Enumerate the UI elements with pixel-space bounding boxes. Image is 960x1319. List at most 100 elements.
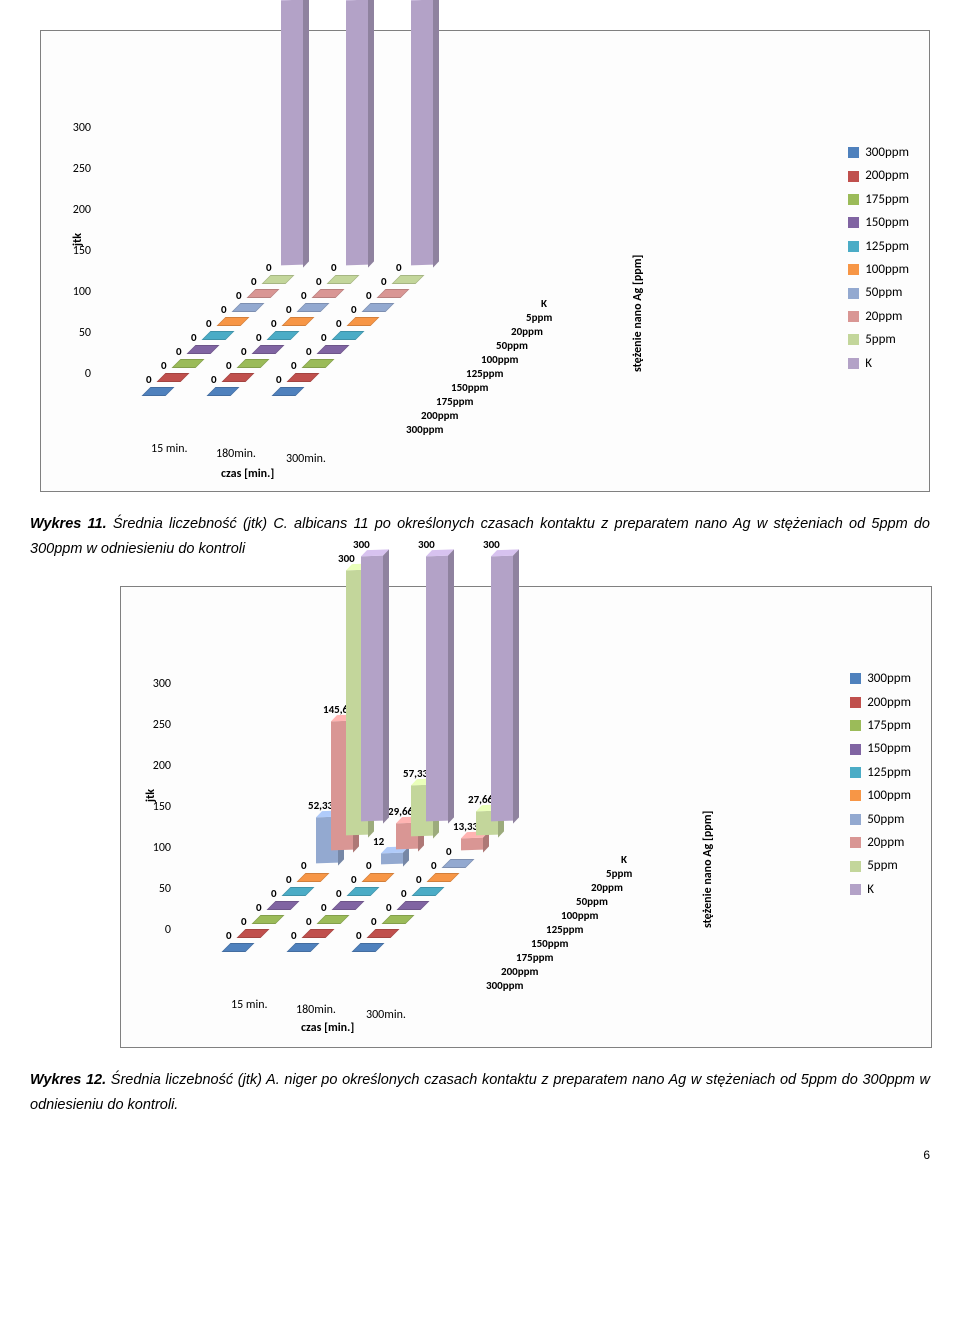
caption-11-text: Średnia liczebność (jtk) C. albicans 11 …: [30, 516, 930, 557]
bar-zero-tile: [367, 929, 400, 938]
bar-value-label: 0: [431, 859, 437, 872]
bar-zero-tile: [362, 873, 395, 882]
bar: [361, 556, 383, 822]
ytick: 300: [61, 121, 91, 135]
legend-label: 50ppm: [865, 281, 902, 304]
legend-item: 200ppm: [850, 691, 911, 714]
depth-label: 125ppm: [546, 923, 583, 936]
xtick: 180min.: [216, 447, 256, 461]
depth-label: 5ppm: [526, 311, 552, 324]
bar-value-label: 0: [366, 289, 372, 302]
bar-value-label: 0: [446, 845, 452, 858]
bar-value-label: 0: [256, 901, 262, 914]
bar-value-label: 0: [336, 317, 342, 330]
page-number: 6: [30, 1148, 930, 1162]
legend-item: 100ppm: [848, 258, 909, 281]
bar-zero-tile: [222, 373, 255, 382]
bar-value-label: 0: [176, 345, 182, 358]
xtick: 180min.: [296, 1003, 336, 1017]
caption-11-prefix: Wykres 11.: [30, 516, 107, 532]
ytick: 100: [141, 841, 171, 855]
depth-label: 20ppm: [591, 881, 623, 894]
bar-zero-tile: [302, 359, 335, 368]
bar: [491, 556, 513, 822]
bar-value-label: 0: [356, 929, 362, 942]
depth-label: 50ppm: [576, 895, 608, 908]
bar-value-label: 0: [251, 275, 257, 288]
ytick: 50: [61, 326, 91, 340]
bar-zero-tile: [187, 345, 220, 354]
bar-value-label: 0: [316, 275, 322, 288]
legend-1: 300ppm200ppm175ppm150ppm125ppm100ppm50pp…: [848, 141, 909, 375]
bar-value-label: 0: [271, 887, 277, 900]
caption-12-prefix: Wykres 12.: [30, 1072, 106, 1088]
bar-zero-tile: [237, 929, 270, 938]
bar-zero-tile: [267, 331, 300, 340]
x-axis-title-1: czas [min.]: [221, 467, 274, 481]
legend-item: 20ppm: [848, 305, 909, 328]
bar-zero-tile: [297, 303, 330, 312]
bar: [381, 852, 403, 863]
depth-label: 200ppm: [421, 409, 458, 422]
bar-value-label: 0: [351, 303, 357, 316]
depth-label: 50ppm: [496, 339, 528, 352]
xtick: 300min.: [286, 452, 326, 466]
legend-swatch: [848, 241, 859, 252]
ytick: 50: [141, 882, 171, 896]
bar-value-label: 0: [366, 859, 372, 872]
bar-zero-tile: [237, 359, 270, 368]
caption-12-text: Średnia liczebność (jtk) A. niger po okr…: [30, 1072, 930, 1113]
ytick: 200: [141, 759, 171, 773]
bar-value-label: 0: [241, 915, 247, 928]
legend-label: 200ppm: [867, 691, 911, 714]
bar-value-label: 0: [286, 873, 292, 886]
bar-value-label: 300: [483, 538, 500, 551]
chart-11-area: jtk 300 250 200 150 100 50 0 00000000000…: [51, 51, 919, 481]
legend-swatch: [850, 720, 861, 731]
bar-zero-tile: [327, 275, 360, 284]
bar-value-label: 0: [336, 887, 342, 900]
bar-value-label: 0: [211, 373, 217, 386]
bar-zero-tile: [222, 943, 255, 952]
legend-label: 125ppm: [865, 235, 909, 258]
depth-label: 150ppm: [451, 381, 488, 394]
bar-value-label: 0: [396, 261, 402, 274]
bar-value-label: 0: [221, 303, 227, 316]
xtick: 15 min.: [231, 998, 268, 1012]
bar-value-label: 0: [236, 289, 242, 302]
bar-value-label: 12: [373, 835, 384, 848]
bar-zero-tile: [282, 887, 315, 896]
legend-2: 300ppm200ppm175ppm150ppm125ppm100ppm50pp…: [850, 667, 911, 901]
bar-k: [411, 0, 433, 265]
legend-item: 125ppm: [850, 761, 911, 784]
bar-value-label: 0: [241, 345, 247, 358]
depth-label: 100ppm: [561, 909, 598, 922]
bar-zero-tile: [252, 345, 285, 354]
bar-value-label: 0: [256, 331, 262, 344]
legend-item: 175ppm: [848, 188, 909, 211]
ytick: 150: [61, 244, 91, 258]
bar-value-label: 0: [276, 373, 282, 386]
bar-value-label: 0: [351, 873, 357, 886]
legend-label: 100ppm: [867, 784, 911, 807]
legend-item: 300ppm: [848, 141, 909, 164]
bar-value-label: 0: [271, 317, 277, 330]
bar-zero-tile: [312, 289, 345, 298]
bar-zero-tile: [217, 317, 250, 326]
ytick: 200: [61, 203, 91, 217]
z-axis-title-2: stężenie nano Ag [ppm]: [701, 811, 715, 928]
bar-zero-tile: [202, 331, 235, 340]
legend-swatch: [848, 171, 859, 182]
z-axis-title-1: stężenie nano Ag [ppm]: [631, 255, 645, 372]
legend-swatch: [848, 358, 859, 369]
chart-11-frame: jtk 300 250 200 150 100 50 0 00000000000…: [40, 30, 930, 492]
bar-value-label: 0: [286, 303, 292, 316]
ytick: 250: [61, 162, 91, 176]
bar-value-label: 300: [418, 538, 435, 551]
legend-item: K: [850, 878, 911, 901]
legend-label: 125ppm: [867, 761, 911, 784]
bar-zero-tile: [172, 359, 205, 368]
bar-zero-tile: [252, 915, 285, 924]
legend-item: 200ppm: [848, 164, 909, 187]
legend-label: 5ppm: [865, 328, 896, 351]
